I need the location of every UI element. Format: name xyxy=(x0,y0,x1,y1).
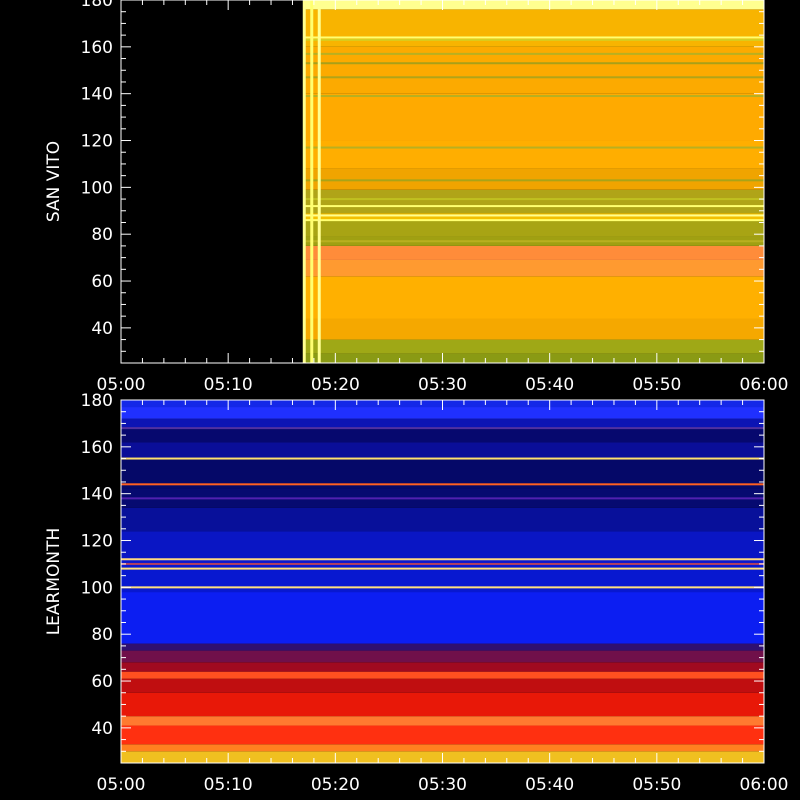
y-axis-label: LEARMONTH xyxy=(44,528,64,636)
y-tick-label: 80 xyxy=(91,225,113,245)
spectrum-band xyxy=(121,678,764,693)
x-tick-label: 06:00 xyxy=(740,375,789,395)
spectrum-band xyxy=(121,442,764,459)
y-tick-label: 180 xyxy=(81,0,113,11)
emission-line xyxy=(121,586,764,589)
y-tick-label: 40 xyxy=(91,319,113,339)
spectrum-band xyxy=(121,716,764,726)
spectrum-band xyxy=(303,259,764,277)
y-tick-label: 60 xyxy=(91,672,113,692)
y-tick-label: 100 xyxy=(81,178,113,198)
emission-line xyxy=(303,36,764,39)
x-tick-label: 05:50 xyxy=(632,775,681,795)
spectrum-band xyxy=(303,276,764,319)
spectrum-band xyxy=(121,692,764,717)
spectrum-band xyxy=(303,213,764,221)
spectrum-band xyxy=(121,507,764,532)
y-tick-label: 160 xyxy=(81,438,113,458)
panel-learmonth: 05:00 05:10 05:20 05:30 05:40 05:50 06:00 40 60 8… xyxy=(44,391,789,795)
emission-line xyxy=(303,240,764,243)
data-gap xyxy=(121,0,303,363)
spectrum-band xyxy=(121,592,764,644)
x-tick-label: 05:30 xyxy=(418,775,467,795)
spectrum-band xyxy=(121,744,764,752)
x-tick-label: 05:40 xyxy=(525,375,574,395)
spectrum-band xyxy=(121,671,764,679)
emission-line xyxy=(303,76,764,79)
spectrum-band xyxy=(303,220,764,237)
spectrum-band xyxy=(303,245,764,260)
x-tick-label: 05:50 xyxy=(632,375,681,395)
x-tick-label: 06:00 xyxy=(740,775,789,795)
spectrum-band xyxy=(303,339,764,354)
emission-line xyxy=(303,219,764,222)
y-tick-label: 60 xyxy=(91,272,113,292)
spectrum-band xyxy=(121,725,764,745)
y-tick-label: 40 xyxy=(91,719,113,739)
emission-line xyxy=(121,562,764,565)
emission-line xyxy=(121,567,764,570)
spectrum-band xyxy=(121,428,764,443)
y-tick-label: 80 xyxy=(91,625,113,645)
y-tick-label: 120 xyxy=(81,132,113,152)
x-tick-label: 05:00 xyxy=(97,375,146,395)
spectrum-band xyxy=(121,418,764,429)
x-tick-label: 05:00 xyxy=(97,775,146,795)
y-tick-label: 120 xyxy=(81,532,113,552)
y-tick-label: 140 xyxy=(81,485,113,505)
spectrum-band xyxy=(303,318,764,340)
emission-line xyxy=(303,95,764,98)
emission-line xyxy=(303,146,764,149)
emission-line xyxy=(303,205,764,208)
spectrum-band xyxy=(121,650,764,663)
emission-line xyxy=(121,497,764,500)
x-tick-label: 05:10 xyxy=(204,375,253,395)
y-tick-label: 140 xyxy=(81,85,113,105)
panel-san-vito: 05:00 05:10 05:20 05:30 05:40 05:50 06:00 40 60 8… xyxy=(44,0,789,395)
emission-line xyxy=(303,52,764,55)
vertical-feature xyxy=(302,0,306,363)
emission-line xyxy=(303,214,764,217)
x-tick-label: 05:30 xyxy=(418,375,467,395)
spectrum-band xyxy=(121,643,764,651)
y-tick-label: 100 xyxy=(81,578,113,598)
vertical-feature xyxy=(317,0,321,363)
spectrum-band xyxy=(303,140,764,169)
x-tick-label: 05:20 xyxy=(311,775,360,795)
x-tick-label: 05:20 xyxy=(311,375,360,395)
x-tick-label: 05:10 xyxy=(204,775,253,795)
spectrum-band xyxy=(303,168,764,190)
spectrum-band xyxy=(121,407,764,419)
vertical-feature xyxy=(310,0,314,363)
emission-line xyxy=(303,62,764,65)
x-tick-label: 05:40 xyxy=(525,775,574,795)
spectrum-band xyxy=(303,9,764,47)
emission-line xyxy=(121,558,764,561)
spectrum-band xyxy=(303,189,764,214)
y-tick-label: 160 xyxy=(81,38,113,58)
emission-line xyxy=(303,38,764,41)
spectrum-band xyxy=(303,0,764,10)
spectrum-band xyxy=(121,531,764,560)
emission-line xyxy=(303,179,764,182)
emission-line xyxy=(121,457,764,460)
spectrum-band xyxy=(303,353,764,363)
emission-line xyxy=(121,427,764,430)
emission-line xyxy=(303,198,764,201)
y-axis-label: SAN VITO xyxy=(44,141,64,222)
spectrum-band xyxy=(121,662,764,672)
spectrum-band xyxy=(303,93,764,141)
y-tick-label: 180 xyxy=(81,391,113,411)
emission-line xyxy=(121,483,764,486)
